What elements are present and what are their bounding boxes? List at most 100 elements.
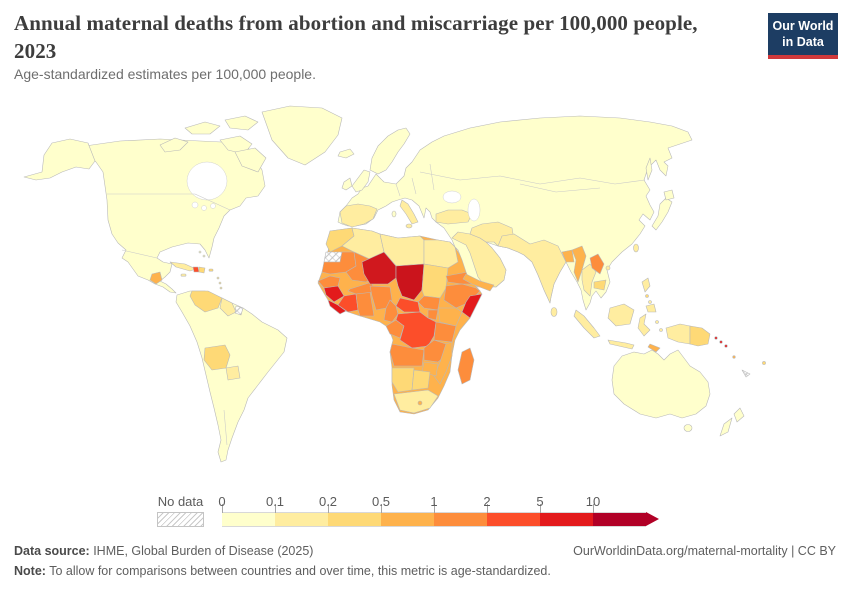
country-sicily[interactable] xyxy=(405,223,413,229)
legend-bin[interactable] xyxy=(487,512,540,527)
country-new-caledonia[interactable] xyxy=(741,369,751,378)
country-cambodia[interactable] xyxy=(593,279,607,291)
country-lesser-antilles[interactable] xyxy=(219,286,223,290)
country-india-pakistan[interactable] xyxy=(497,233,567,304)
country-arctic-islands[interactable] xyxy=(159,115,267,173)
country-timor-leste[interactable] xyxy=(647,343,661,353)
legend-bin[interactable] xyxy=(222,512,275,527)
country-spain[interactable] xyxy=(339,203,378,228)
country-sumatra[interactable] xyxy=(573,309,601,339)
country-haiti[interactable] xyxy=(192,266,200,273)
country-solomon-islands[interactable] xyxy=(719,340,723,344)
country-kenya[interactable] xyxy=(437,307,463,327)
country-cuba[interactable] xyxy=(169,261,197,272)
country-somalia[interactable] xyxy=(461,293,483,319)
country-jamaica[interactable] xyxy=(180,273,187,277)
legend-bin[interactable] xyxy=(275,512,328,527)
country-guatemala[interactable] xyxy=(149,271,163,285)
country-madagascar[interactable] xyxy=(457,347,475,385)
legend-tick xyxy=(275,504,276,513)
country-thailand[interactable] xyxy=(581,263,597,297)
country-bahamas[interactable] xyxy=(202,254,206,258)
country-iceland[interactable] xyxy=(337,148,355,159)
country-south-sudan[interactable] xyxy=(417,295,441,311)
legend-bin[interactable] xyxy=(540,512,593,527)
country-puerto-rico[interactable] xyxy=(208,268,214,272)
country-guyana-suriname[interactable] xyxy=(219,297,237,317)
legend-tick-label: 5 xyxy=(536,494,544,509)
continent-eurasia[interactable] xyxy=(337,115,693,311)
country-cote-divoire[interactable] xyxy=(337,293,359,313)
country-laos[interactable] xyxy=(589,253,605,275)
owid-logo[interactable]: Our World in Data xyxy=(768,13,838,59)
country-central-african-republic[interactable] xyxy=(395,297,421,313)
legend-bin[interactable] xyxy=(593,512,646,527)
country-turkey[interactable] xyxy=(435,209,473,225)
country-japan[interactable] xyxy=(651,197,673,231)
country-malawi-mozambique[interactable] xyxy=(433,341,453,385)
country-myanmar[interactable] xyxy=(571,245,587,283)
country-solomon-islands[interactable] xyxy=(714,336,718,340)
legend-arrow xyxy=(646,512,659,526)
country-tasmania[interactable] xyxy=(683,424,693,432)
country-new-zealand-north[interactable] xyxy=(733,407,745,423)
country-papua-new-guinea[interactable] xyxy=(689,325,711,347)
great-lakes xyxy=(210,203,216,209)
country-senegal[interactable] xyxy=(317,275,341,289)
country-burkina-faso[interactable] xyxy=(347,281,375,295)
country-philippines-island[interactable] xyxy=(648,300,652,304)
country-sardinia[interactable] xyxy=(391,210,397,218)
country-south-africa[interactable] xyxy=(393,389,439,414)
country-sulawesi[interactable] xyxy=(637,313,651,337)
country-venezuela[interactable] xyxy=(189,290,223,313)
legend-bin[interactable] xyxy=(381,512,434,527)
country-greenland[interactable] xyxy=(261,105,343,166)
country-namibia[interactable] xyxy=(391,367,415,393)
country-japan-hokkaido[interactable] xyxy=(663,189,675,201)
country-bahamas[interactable] xyxy=(198,250,202,254)
country-java[interactable] xyxy=(607,339,635,350)
country-lesotho[interactable] xyxy=(417,400,423,406)
rights-link[interactable]: OurWorldinData.org/maternal-mortality | … xyxy=(573,544,836,558)
country-north-america[interactable] xyxy=(84,138,266,294)
country-niger[interactable] xyxy=(361,251,397,285)
country-philippines-visayas[interactable] xyxy=(645,294,649,298)
country-western-sahara[interactable] xyxy=(323,251,343,263)
country-angola[interactable] xyxy=(389,343,425,367)
country-lesser-antilles[interactable] xyxy=(216,276,220,280)
no-data-swatch[interactable] xyxy=(157,512,204,527)
legend-bin[interactable] xyxy=(328,512,381,527)
country-new-guinea-west[interactable] xyxy=(665,323,691,345)
country-french-guiana[interactable] xyxy=(234,305,244,316)
country-fiji[interactable] xyxy=(762,361,766,365)
country-uganda[interactable] xyxy=(427,309,439,321)
country-sri-lanka[interactable] xyxy=(550,307,558,317)
country-vanuatu[interactable] xyxy=(732,355,736,359)
country-ireland[interactable] xyxy=(341,177,353,191)
country-hainan[interactable] xyxy=(605,265,611,271)
country-australia[interactable] xyxy=(611,349,711,419)
country-lesser-antilles[interactable] xyxy=(218,281,222,285)
country-taiwan[interactable] xyxy=(633,243,639,253)
country-yemen[interactable] xyxy=(462,273,495,292)
country-egypt[interactable] xyxy=(423,239,459,269)
country-paraguay[interactable] xyxy=(225,365,241,381)
country-philippines-luzon[interactable] xyxy=(641,277,651,293)
country-moluccas[interactable] xyxy=(659,328,663,332)
country-dominican-republic[interactable] xyxy=(198,266,206,274)
country-bangladesh[interactable] xyxy=(561,249,575,263)
legend-bin[interactable] xyxy=(434,512,487,527)
country-solomon-islands[interactable] xyxy=(724,344,728,348)
country-sakhalin[interactable] xyxy=(645,157,653,181)
country-scandinavia[interactable] xyxy=(369,127,411,175)
country-borneo[interactable] xyxy=(607,303,635,327)
country-moluccas[interactable] xyxy=(655,320,659,324)
country-philippines-mindanao[interactable] xyxy=(645,303,657,313)
country-sierra-leone-liberia[interactable] xyxy=(327,299,347,315)
country-alaska[interactable] xyxy=(23,138,96,181)
country-italy[interactable] xyxy=(399,199,419,225)
country-new-zealand-south[interactable] xyxy=(719,417,733,437)
country-botswana[interactable] xyxy=(411,369,431,391)
country-guinea[interactable] xyxy=(323,285,345,303)
country-united-kingdom[interactable] xyxy=(351,169,371,193)
